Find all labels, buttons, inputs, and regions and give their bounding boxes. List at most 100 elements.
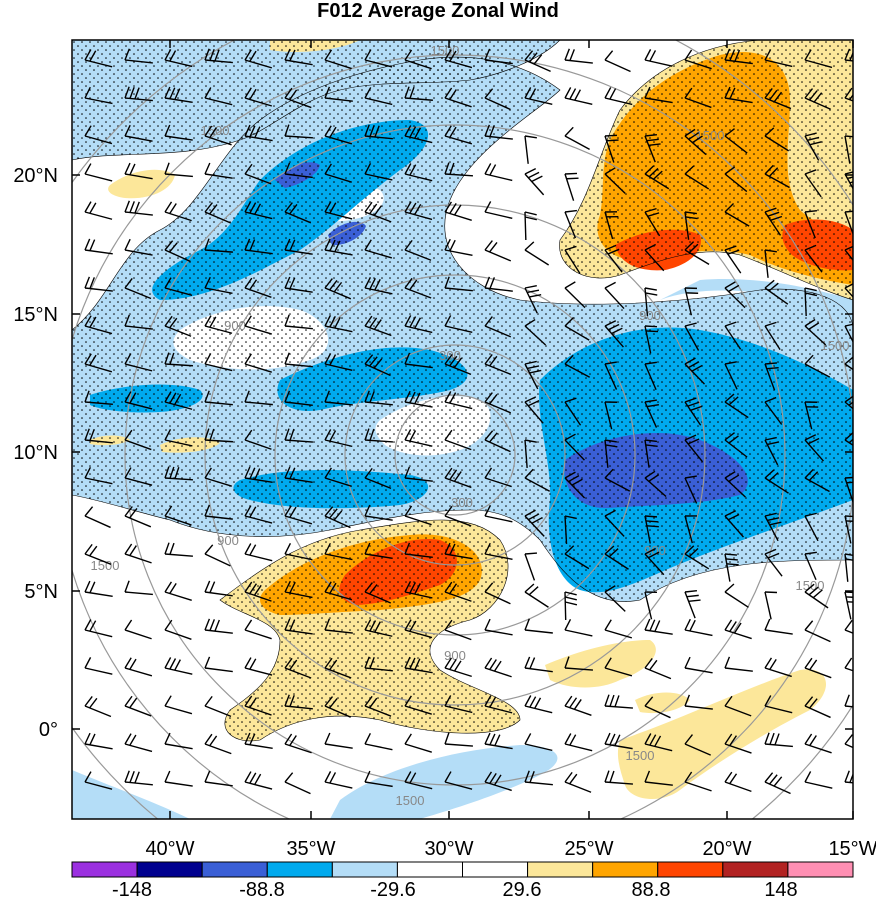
barb-shaft [124,553,152,564]
barb-flag [529,696,537,708]
wind-barb [804,132,822,161]
barb-shaft [724,401,749,419]
wind-barb [604,545,629,570]
barb-shaft [724,135,748,154]
barb-flag [688,361,700,369]
barb-flag [364,239,372,251]
wind-barb [324,125,353,145]
barb-flag [649,50,657,62]
barb-shaft [244,211,273,220]
wind-barb [484,88,511,111]
wind-barb [84,732,113,750]
wind-barb [244,543,273,562]
barb-shaft [404,325,433,334]
barb-flag [204,125,213,137]
wind-barb [444,771,473,790]
barb-flag [204,48,210,61]
barb-flag [449,583,458,595]
barb-shaft [604,515,625,537]
wind-barb [404,771,433,790]
wind-barb [124,124,153,142]
barb-flag [404,429,412,441]
barb-shaft [484,515,513,523]
barb-flag [684,357,696,365]
wind-barb [564,397,582,426]
barb-flag [524,167,537,175]
wind-barb [324,429,353,448]
barb-shaft [324,781,353,789]
barb-flag [844,619,853,631]
barb-flag [767,441,780,446]
barb-flag [329,508,338,519]
wind-barb [164,315,192,337]
wind-barb [444,695,473,714]
wind-barb [284,124,313,139]
barb-flag [174,467,180,479]
wind-barb [204,467,232,487]
wind-barb [204,353,233,372]
barb-shaft [364,325,392,337]
barb-shaft [324,553,353,561]
barb-flag [449,202,457,214]
barb-shaft [644,249,665,272]
barb-flag [204,276,211,289]
range-ring-label: 900 [639,308,661,323]
barb-shaft [524,401,544,424]
barb-flag [284,276,291,289]
barb-shaft [84,667,113,675]
barb-flag [684,49,693,61]
barb-flag [444,657,453,669]
barb-flag [84,619,92,631]
wind-barb [364,49,393,68]
wind-barb [604,770,633,785]
wind-barb [324,581,353,601]
barb-shaft [844,173,853,190]
barb-flag [764,469,775,479]
barb-shaft [804,781,833,789]
wind-barb [444,619,472,641]
barb-flag [685,216,698,220]
barb-flag [645,444,658,448]
wind-barb [284,162,313,179]
wind-barb [124,506,152,528]
barb-flag [249,733,256,746]
barb-shaft [724,553,731,582]
wind-barb [604,401,618,430]
wind-barb [324,353,353,371]
barb-flag [404,49,413,61]
wind-barb [364,354,391,377]
barb-flag [449,239,456,252]
barb-shaft [484,667,512,678]
barb-flag [449,162,455,175]
wind-barb [324,732,353,749]
barb-flag [484,392,493,403]
wind-barb [404,429,433,447]
barb-shaft [284,401,313,406]
barb-shaft [564,363,591,378]
barb-shaft [244,705,272,716]
wind-barb [844,553,853,582]
barb-flag [244,353,252,365]
barb-flag [124,86,130,99]
barb-flag [324,506,334,517]
barb-shaft [604,287,625,310]
wind-barb [724,48,753,65]
wind-barb [804,244,823,273]
barb-shaft [564,629,593,637]
barb-shaft [244,591,272,602]
barb-flag [369,584,378,595]
barb-shaft [724,97,753,104]
wind-barb [564,433,585,461]
barb-flag [844,210,853,213]
barb-flag [844,770,850,783]
barb-shaft [204,781,233,787]
wind-barb [244,163,272,185]
wind-barb [244,657,273,676]
barb-flag [684,322,697,327]
barb-flag [804,771,812,783]
wind-barb [324,506,351,529]
barb-shaft [684,705,713,710]
wind-barb [404,619,433,639]
barb-shaft [604,401,613,430]
